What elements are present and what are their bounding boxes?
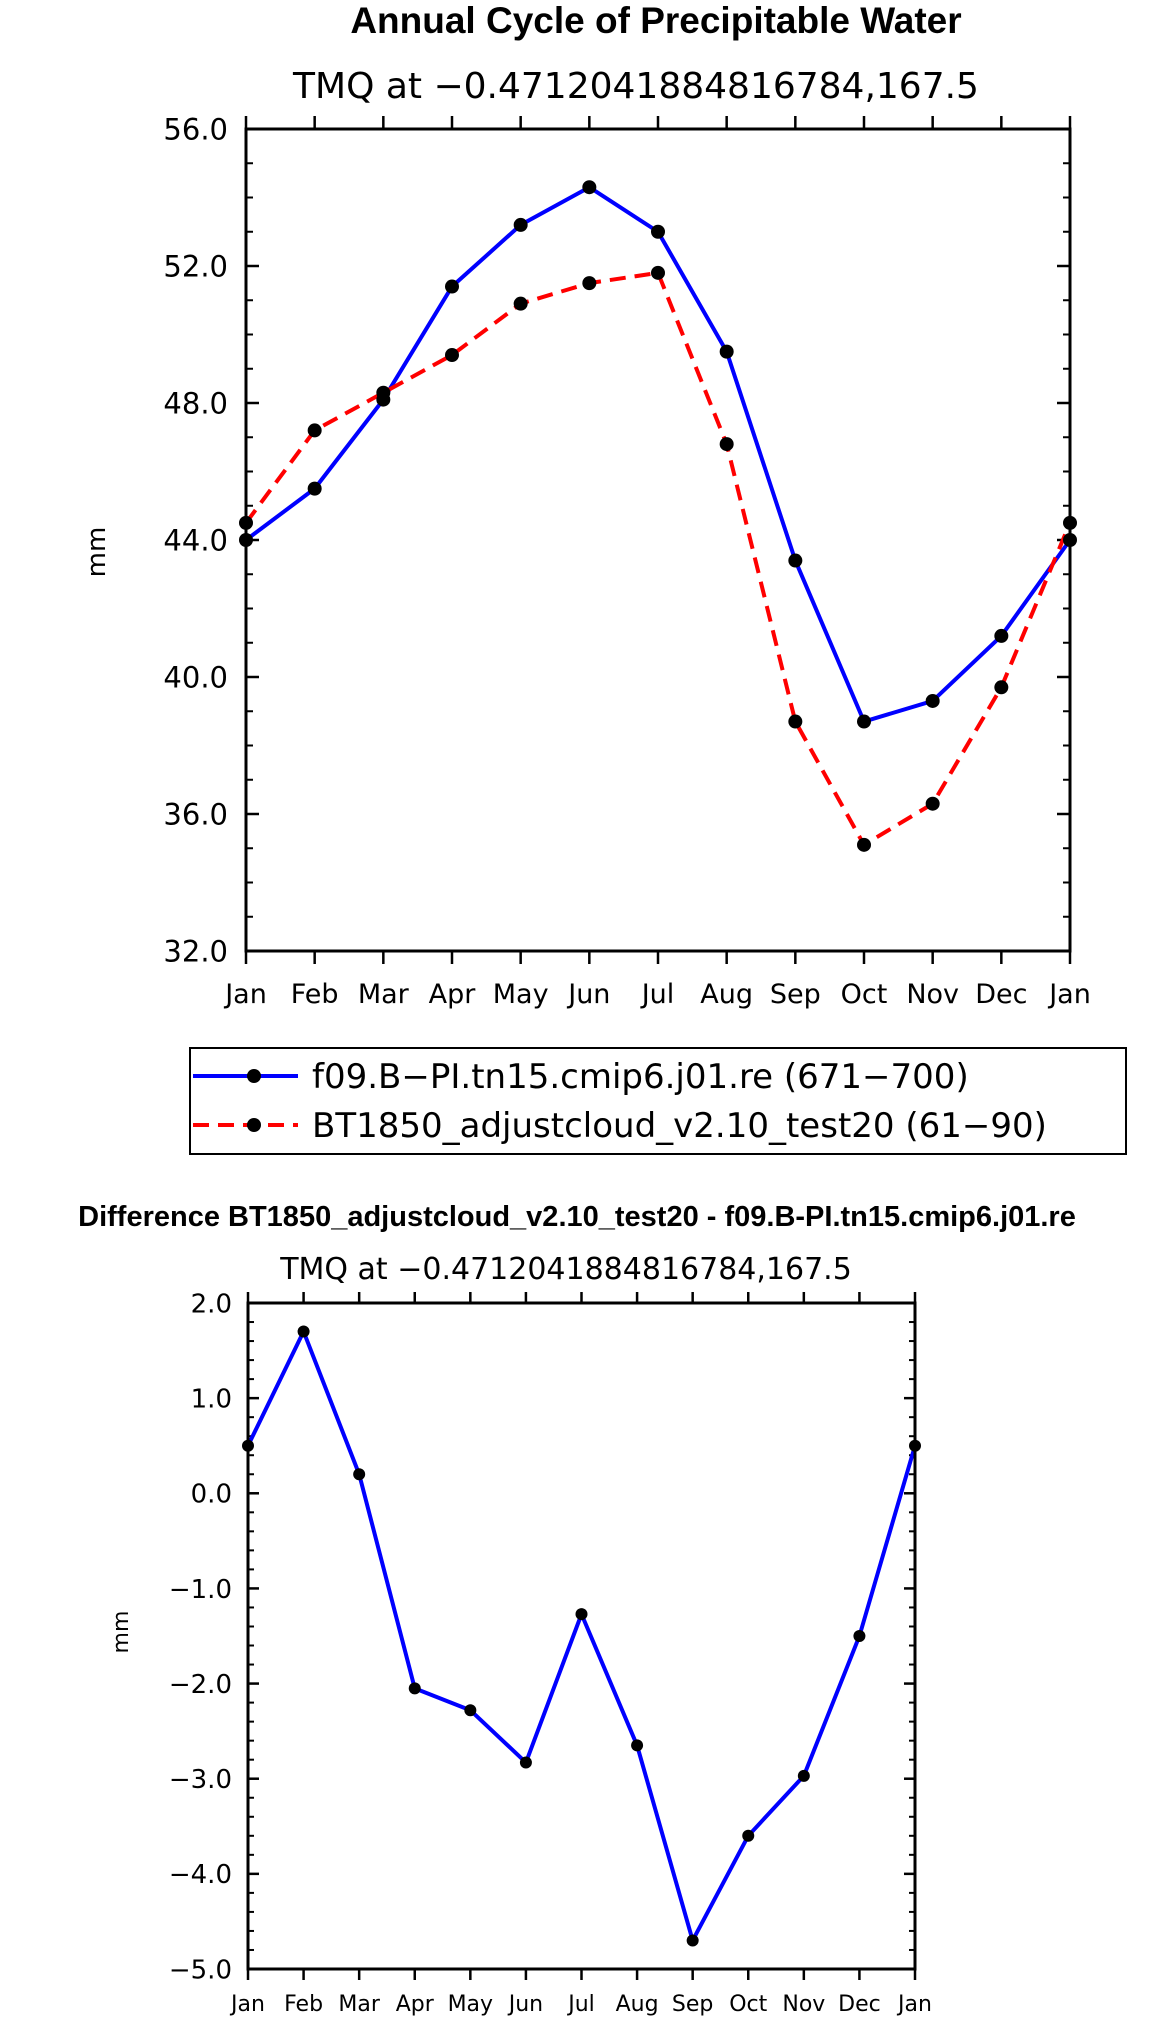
x-tick-label: Mar [338,1992,380,2017]
legend-label-red: BT1850_adjustcloud_v2.10_test20 (61−90) [312,1106,1047,1146]
data-point [445,348,459,363]
y-tick-label: 44.0 [163,523,228,557]
y-tick-label: 0.0 [191,1480,232,1510]
data-point [582,180,597,195]
x-tick-label: Jul [566,1992,595,2017]
data-point [925,693,940,708]
data-point [575,1608,588,1621]
x-tick-label: Aug [700,979,753,1010]
y-tick-label: −1.0 [169,1575,232,1605]
y-tick-label: 32.0 [163,934,228,968]
data-point [307,423,322,438]
data-point [582,276,597,291]
data-point [376,385,391,400]
chart1-series-group [239,180,1077,852]
data-point [994,680,1009,695]
data-point [651,265,665,280]
x-tick-label: Apr [396,1992,435,2017]
x-tick-label: Aug [616,1992,659,2017]
data-point [719,437,734,452]
legend-marker-blue [247,1069,261,1083]
y-tick-label: −3.0 [169,1765,232,1795]
data-point [519,1756,532,1769]
y-tick-label: 56.0 [163,112,228,146]
data-point [925,796,940,811]
y-tick-label: 36.0 [163,797,228,831]
chart2-series-group [242,1325,921,1947]
data-point [464,1704,477,1717]
data-point [651,224,665,239]
data-point [631,1739,644,1752]
chart2-frame [246,1301,917,1971]
data-point [513,296,528,311]
series-line-blue-solid [246,1329,917,1943]
x-tick-label: Sep [672,1992,713,2017]
series-line-red-dashed [244,270,1072,847]
chart1-axes: Jan Feb Mar Apr May Jun Jul Aug Sep Oct Nov Dec Jan 3… [163,112,1090,1010]
data-point [307,481,322,496]
legend-box [189,1047,1127,1155]
chart1-frame [244,127,1072,953]
chart-difference: Difference BT1850_adjustcloud_v2.10_test… [78,1201,1076,2017]
data-point [788,553,803,568]
chart-annual-cycle: Annual Cycle of Precipitable Water TMQ a… [82,0,1127,1155]
y-tick-label: 1.0 [191,1385,232,1415]
y-tick-label: 2.0 [191,1289,232,1319]
x-tick-label: Apr [429,979,477,1010]
data-point [853,1630,866,1642]
chart2-axes: Jan Feb Mar Apr May Jun Jul Aug Sep Oct Nov Dec Jan −… [169,1289,932,2017]
chart1-subtitle: TMQ at −0.4712041884816784,167.5 [292,66,979,107]
y-tick-label: −2.0 [169,1670,232,1700]
x-tick-label: Jun [566,979,610,1010]
x-tick-label: Jan [223,979,267,1010]
data-point [445,279,459,294]
data-point [797,1769,810,1782]
legend-label-blue: f09.B−PI.tn15.cmip6.j01.re (671−700) [312,1057,969,1097]
x-tick-label: Dec [838,1992,881,2017]
x-tick-label: Oct [841,979,888,1010]
x-tick-label: Jan [896,1992,932,2017]
y-tick-label: 40.0 [163,660,228,694]
y-tick-label: 48.0 [163,386,228,420]
x-tick-label: Feb [291,979,339,1010]
legend-entry-red: BT1850_adjustcloud_v2.10_test20 (61−90) [193,1106,1047,1146]
x-tick-label: May [448,1992,493,2017]
x-tick-label: Nov [782,1992,825,2017]
chart1-legend: f09.B−PI.tn15.cmip6.j01.re (671−700) BT1… [189,1047,1127,1155]
data-point [353,1468,366,1481]
x-tick-label: Jan [1047,979,1091,1010]
data-point [857,837,871,852]
x-tick-label: Dec [975,979,1027,1010]
data-point [857,714,871,729]
x-tick-label: Jan [229,1992,265,2017]
chart1-title: Annual Cycle of Precipitable Water [350,0,961,41]
data-point [719,344,734,359]
x-tick-label: Sep [770,979,821,1010]
data-point [513,217,528,232]
data-point [686,1934,699,1947]
data-point [297,1325,310,1338]
x-tick-label: Oct [729,1992,767,2017]
x-tick-label: Jul [640,979,675,1010]
data-point [742,1829,755,1842]
y-tick-label: 52.0 [163,249,228,283]
chart1-ylabel: mm [82,527,112,578]
y-tick-label: −4.0 [169,1860,232,1890]
data-point [994,628,1009,643]
chart2-subtitle: TMQ at −0.4712041884816784,167.5 [279,1252,852,1287]
x-tick-label: Nov [906,979,959,1010]
chart2-ylabel: mm [109,1611,134,1654]
x-tick-label: Feb [284,1992,323,2017]
data-point [788,714,803,729]
x-tick-label: May [493,979,549,1010]
data-point [408,1682,421,1695]
x-tick-label: Mar [358,979,410,1010]
legend-marker-red [247,1118,261,1132]
y-tick-label: −5.0 [169,1955,232,1985]
legend-entry-blue: f09.B−PI.tn15.cmip6.j01.re (671−700) [193,1057,969,1097]
chart2-title: Difference BT1850_adjustcloud_v2.10_test… [78,1201,1076,1233]
x-tick-label: Jun [507,1992,543,2017]
